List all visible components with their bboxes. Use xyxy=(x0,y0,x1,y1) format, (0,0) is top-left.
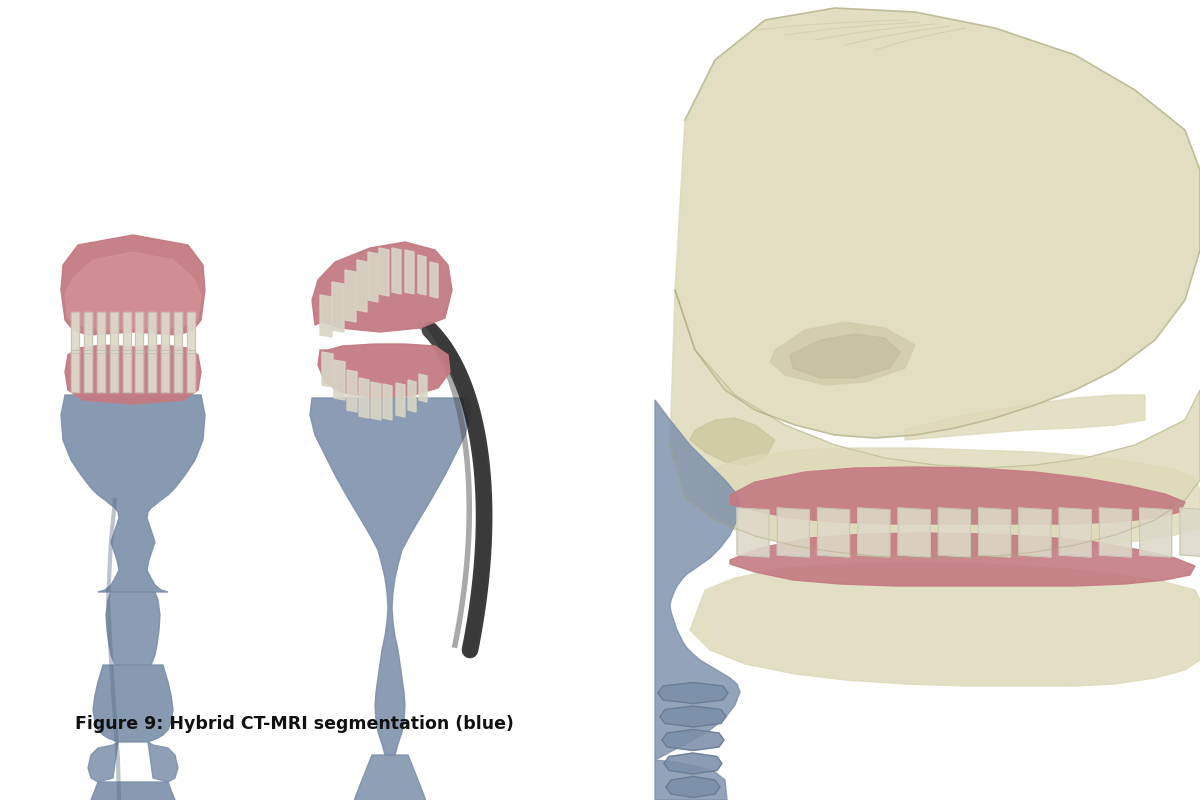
Polygon shape xyxy=(84,312,92,353)
Polygon shape xyxy=(310,398,470,755)
Polygon shape xyxy=(938,508,971,557)
Polygon shape xyxy=(106,592,160,665)
Text: Figure 9: Hybrid CT-MRI segmentation (blue): Figure 9: Hybrid CT-MRI segmentation (bl… xyxy=(74,715,514,733)
Polygon shape xyxy=(710,448,1200,550)
Polygon shape xyxy=(1140,508,1171,557)
Polygon shape xyxy=(187,312,194,353)
Polygon shape xyxy=(149,350,156,392)
Polygon shape xyxy=(379,248,389,296)
Polygon shape xyxy=(368,252,378,302)
Polygon shape xyxy=(662,730,724,750)
Polygon shape xyxy=(136,350,144,392)
Polygon shape xyxy=(660,706,726,727)
Polygon shape xyxy=(383,384,392,420)
Polygon shape xyxy=(730,467,1186,524)
Polygon shape xyxy=(347,370,358,412)
Polygon shape xyxy=(312,242,452,332)
Polygon shape xyxy=(430,262,438,298)
Polygon shape xyxy=(979,508,1010,557)
Polygon shape xyxy=(84,350,92,392)
Polygon shape xyxy=(358,260,367,312)
Polygon shape xyxy=(65,252,202,330)
Polygon shape xyxy=(97,312,104,353)
Polygon shape xyxy=(97,350,104,392)
Polygon shape xyxy=(88,742,118,782)
Polygon shape xyxy=(655,400,740,760)
Polygon shape xyxy=(320,295,332,337)
Polygon shape xyxy=(65,345,202,404)
Polygon shape xyxy=(334,360,346,400)
Polygon shape xyxy=(898,508,930,557)
Polygon shape xyxy=(674,8,1200,438)
Polygon shape xyxy=(690,418,775,465)
Polygon shape xyxy=(352,755,428,800)
Polygon shape xyxy=(136,312,144,353)
Polygon shape xyxy=(61,395,205,592)
Polygon shape xyxy=(664,753,722,774)
Polygon shape xyxy=(1019,508,1051,557)
Polygon shape xyxy=(61,235,205,335)
Polygon shape xyxy=(817,508,850,557)
Polygon shape xyxy=(371,382,382,420)
Polygon shape xyxy=(737,508,769,557)
Polygon shape xyxy=(392,248,401,294)
Polygon shape xyxy=(346,270,356,322)
Polygon shape xyxy=(1060,508,1091,557)
Polygon shape xyxy=(332,282,344,332)
Polygon shape xyxy=(790,334,900,378)
Polygon shape xyxy=(174,312,182,353)
Polygon shape xyxy=(318,344,450,398)
Polygon shape xyxy=(71,350,79,392)
Polygon shape xyxy=(730,533,1195,586)
Polygon shape xyxy=(666,777,720,798)
Polygon shape xyxy=(122,350,131,392)
Polygon shape xyxy=(408,380,416,412)
Polygon shape xyxy=(149,312,156,353)
Polygon shape xyxy=(655,760,727,800)
Polygon shape xyxy=(670,290,1200,558)
Polygon shape xyxy=(161,350,169,392)
Polygon shape xyxy=(71,312,79,353)
Polygon shape xyxy=(905,395,1145,440)
Polygon shape xyxy=(419,374,427,402)
Polygon shape xyxy=(858,508,890,557)
Polygon shape xyxy=(109,350,118,392)
Polygon shape xyxy=(658,682,728,703)
Polygon shape xyxy=(109,312,118,353)
Polygon shape xyxy=(1180,508,1200,557)
Polygon shape xyxy=(778,508,809,557)
Polygon shape xyxy=(187,350,194,392)
Polygon shape xyxy=(396,383,406,417)
Polygon shape xyxy=(1099,508,1132,557)
Polygon shape xyxy=(161,312,169,353)
Polygon shape xyxy=(406,250,414,294)
Polygon shape xyxy=(94,665,173,742)
Polygon shape xyxy=(148,742,178,782)
Polygon shape xyxy=(88,782,178,800)
Polygon shape xyxy=(322,352,334,387)
Polygon shape xyxy=(690,563,1200,686)
Polygon shape xyxy=(174,350,182,392)
Polygon shape xyxy=(418,255,426,295)
Polygon shape xyxy=(770,322,916,385)
Polygon shape xyxy=(359,378,370,418)
Polygon shape xyxy=(122,312,131,353)
